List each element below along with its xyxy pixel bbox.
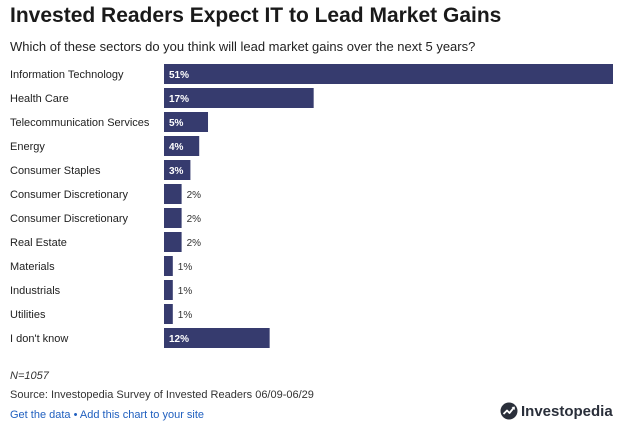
bar-row: Consumer Discretionary 2% [10, 208, 201, 228]
source-note: Source: Investopedia Survey of Invested … [10, 389, 314, 401]
bar [164, 160, 191, 180]
category-label: Consumer Discretionary [10, 189, 128, 201]
add-chart-link[interactable]: Add this chart to your site [79, 409, 205, 421]
bar [164, 208, 182, 228]
category-label: Information Technology [10, 69, 124, 81]
bar [164, 88, 314, 108]
value-label: 12% [169, 334, 189, 345]
bar-row: Industrials 1% [10, 280, 192, 300]
bar-row: Materials 1% [10, 256, 192, 276]
bar-row: Real Estate 2% [10, 232, 201, 252]
category-label: Real Estate [10, 237, 67, 249]
bar-row: Consumer Discretionary 2% [10, 184, 201, 204]
bar [164, 232, 182, 252]
footer-links: Get the data • Add this chart to your si… [10, 409, 204, 421]
bar [164, 256, 173, 276]
bar-chart: Information Technology 51% Health Care 17% T… [10, 64, 613, 348]
category-label: Health Care [10, 93, 69, 105]
brand-name: Investopedia [521, 402, 613, 420]
bar [164, 64, 613, 84]
bar-row: I don't know 12% [10, 328, 270, 348]
bar-row: Utilities 1% [10, 304, 192, 324]
category-label: Industrials [10, 285, 61, 297]
link-separator: • [73, 409, 78, 421]
bar [164, 112, 209, 132]
value-label: 3% [169, 166, 184, 177]
bar-row: Information Technology 51% [10, 64, 613, 84]
chart-subtitle: Which of these sectors do you think will… [10, 39, 476, 54]
value-label: 5% [169, 118, 184, 129]
value-label: 2% [187, 238, 202, 249]
value-label: 1% [178, 262, 193, 273]
bar-row: Energy 4% [10, 136, 200, 156]
value-label: 17% [169, 94, 189, 105]
bar [164, 328, 270, 348]
value-label: 1% [178, 286, 193, 297]
category-label: Consumer Staples [10, 165, 101, 177]
value-label: 2% [187, 214, 202, 225]
investopedia-logo: Investopedia [500, 402, 613, 420]
bar-row: Consumer Staples 3% [10, 160, 191, 180]
value-label: 1% [178, 310, 193, 321]
investopedia-logo-icon [500, 402, 518, 420]
category-label: Energy [10, 141, 45, 153]
value-label: 4% [169, 142, 184, 153]
value-label: 2% [187, 190, 202, 201]
category-label: Materials [10, 261, 55, 273]
bar [164, 136, 200, 156]
category-label: Telecommunication Services [10, 117, 150, 129]
bar [164, 304, 173, 324]
category-label: Consumer Discretionary [10, 213, 128, 225]
chart-title: Invested Readers Expect IT to Lead Marke… [10, 4, 502, 27]
get-the-data-link[interactable]: Get the data [10, 409, 71, 421]
bar [164, 280, 173, 300]
category-label: I don't know [10, 333, 68, 345]
bar [164, 184, 182, 204]
value-label: 51% [169, 70, 189, 81]
bar-row: Health Care 17% [10, 88, 314, 108]
sample-size: N=1057 [10, 370, 49, 382]
category-label: Utilities [10, 309, 46, 321]
bar-row: Telecommunication Services 5% [10, 112, 209, 132]
